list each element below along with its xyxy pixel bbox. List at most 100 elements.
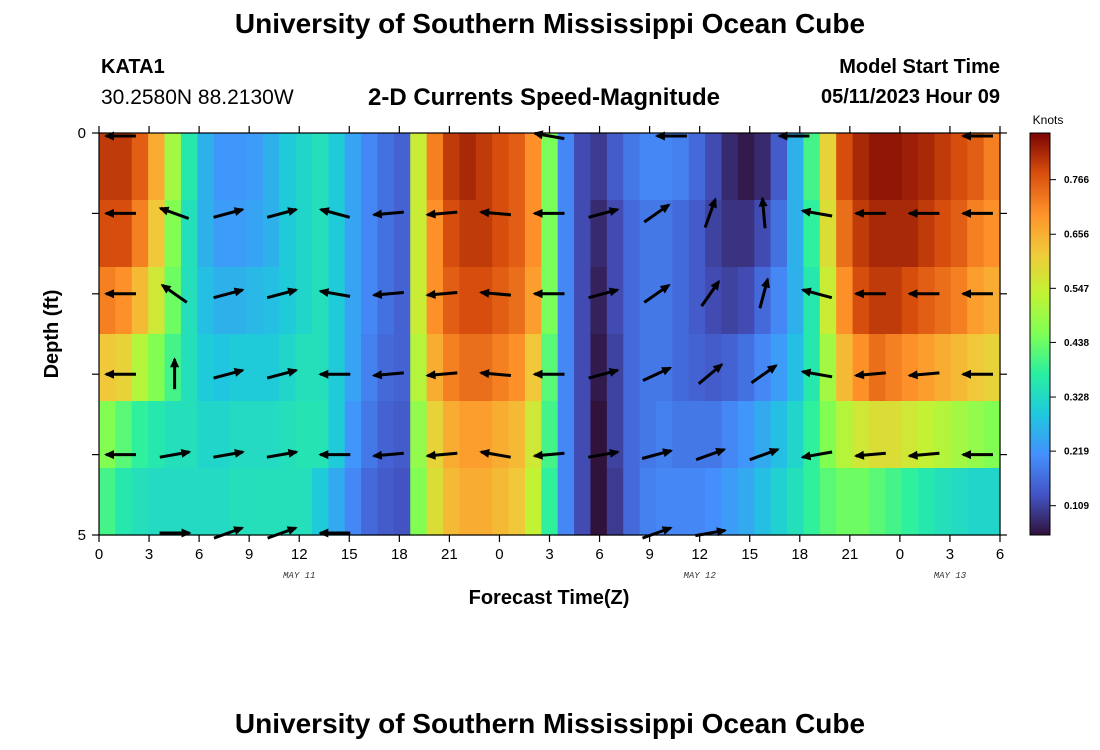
current-vector [800,287,833,300]
heatmap-cell [361,133,379,201]
current-vector [266,368,299,380]
page-title: University of Southern Mississippi Ocean… [234,8,866,39]
heatmap-cell [754,200,772,268]
heatmap-cell [131,468,149,536]
heatmap-cell [737,267,755,335]
current-vector [907,289,940,299]
date-label: MAY 12 [683,571,716,581]
heatmap-cell [99,468,116,536]
heatmap-cell [279,334,297,402]
heatmap-cell [967,468,985,536]
current-vector [641,526,673,540]
heatmap-cell [918,468,936,536]
heatmap-cell [836,468,854,536]
chart-subtitle: 2-D Currents Speed-Magnitude [368,84,721,111]
heatmap-cell [606,468,624,536]
heatmap-cell [230,200,248,268]
heatmap-cell [721,267,739,335]
heatmap-cell [967,334,985,402]
heatmap-cell [770,133,788,201]
heatmap-cell [901,468,919,536]
heatmap-cell [688,133,706,201]
heatmap-cell [279,468,297,536]
heatmap-cell [541,334,559,402]
heatmap-cell [393,401,411,469]
x-tick-label: 3 [145,546,153,563]
current-vector [159,449,192,459]
heatmap-cell [213,133,231,201]
heatmap-cell [524,133,542,201]
y-axis-label: Depth (ft) [41,290,63,379]
heatmap-cell [115,468,133,536]
heatmap-cell [99,267,116,335]
heatmap-cell [606,200,624,268]
heatmap-cell [410,401,428,469]
current-vector [371,370,404,380]
heatmap-cell [688,468,706,536]
heatmap-cell [737,334,755,402]
current-vector [318,450,351,460]
heatmap-cell [459,133,477,201]
current-vector [643,203,671,224]
heatmap-cell [131,401,149,469]
heatmap-cell [246,200,264,268]
heatmap-cell [230,267,248,335]
colorbar-tick-label: 0.328 [1064,393,1089,404]
heatmap-cell [721,401,739,469]
heatmap-cell [213,200,231,268]
heatmap-cell [819,401,837,469]
current-vector [588,287,620,300]
heatmap-cell [672,468,690,536]
heatmap-cell [426,267,444,335]
heatmap-cell [328,401,346,469]
heatmap-cell [950,267,968,335]
heatmap-cell [492,401,510,469]
heatmap-cell [836,401,854,469]
heatmap-cell [623,267,641,335]
heatmap-cell [311,401,329,469]
model-start-label: Model Start Time [839,56,1000,78]
heatmap-cell [295,133,313,201]
heatmap-cell [279,200,297,268]
heatmap-cell [410,468,428,536]
heatmap-cell [819,200,837,268]
x-tick-label: 12 [691,546,708,563]
heatmap-cell [541,468,559,536]
heatmap-cell [344,200,362,268]
heatmap-cell [787,200,805,268]
heatmap-cell [410,267,428,335]
heatmap-cell [590,401,608,469]
colorbar-tick-label: 0.438 [1064,338,1089,349]
heatmap-cell [754,468,772,536]
heatmap-cell [410,200,428,268]
heatmap-cell [443,133,460,201]
current-vector [961,208,993,218]
colorbar-tick-label: 0.766 [1064,175,1089,186]
heatmap-cell [787,468,805,536]
heatmap-cell [148,133,166,201]
heatmap-cell [524,334,542,402]
heatmap-cell [590,200,608,268]
heatmap-cell [115,401,133,469]
heatmap-cell [524,468,542,536]
heatmap-cell [918,200,936,268]
current-vector [371,209,404,219]
heatmap-cell [377,401,395,469]
heatmap-cell [836,334,854,402]
current-vector [800,368,833,379]
heatmap-cell [672,133,690,201]
heatmap-cell [852,401,870,469]
heatmap-cell [639,200,657,268]
heatmap-cell [655,468,673,536]
heatmap-cell [901,133,919,201]
current-vector [532,450,565,460]
heatmap-cell [770,401,788,469]
current-vector [643,283,671,304]
heatmap-cell [787,401,805,469]
heatmap-cell [803,200,821,268]
heatmap-cell [164,133,182,201]
heatmap-cell [443,200,460,268]
heatmap-cell [148,334,166,402]
current-vector [425,370,458,380]
